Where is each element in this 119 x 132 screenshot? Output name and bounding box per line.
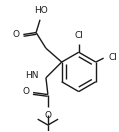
Text: Cl: Cl [109,53,117,62]
Text: HN: HN [26,71,39,80]
Text: O: O [44,111,51,120]
Text: Cl: Cl [74,31,83,40]
Text: O: O [12,30,19,39]
Text: O: O [22,87,29,96]
Text: HO: HO [34,6,48,15]
